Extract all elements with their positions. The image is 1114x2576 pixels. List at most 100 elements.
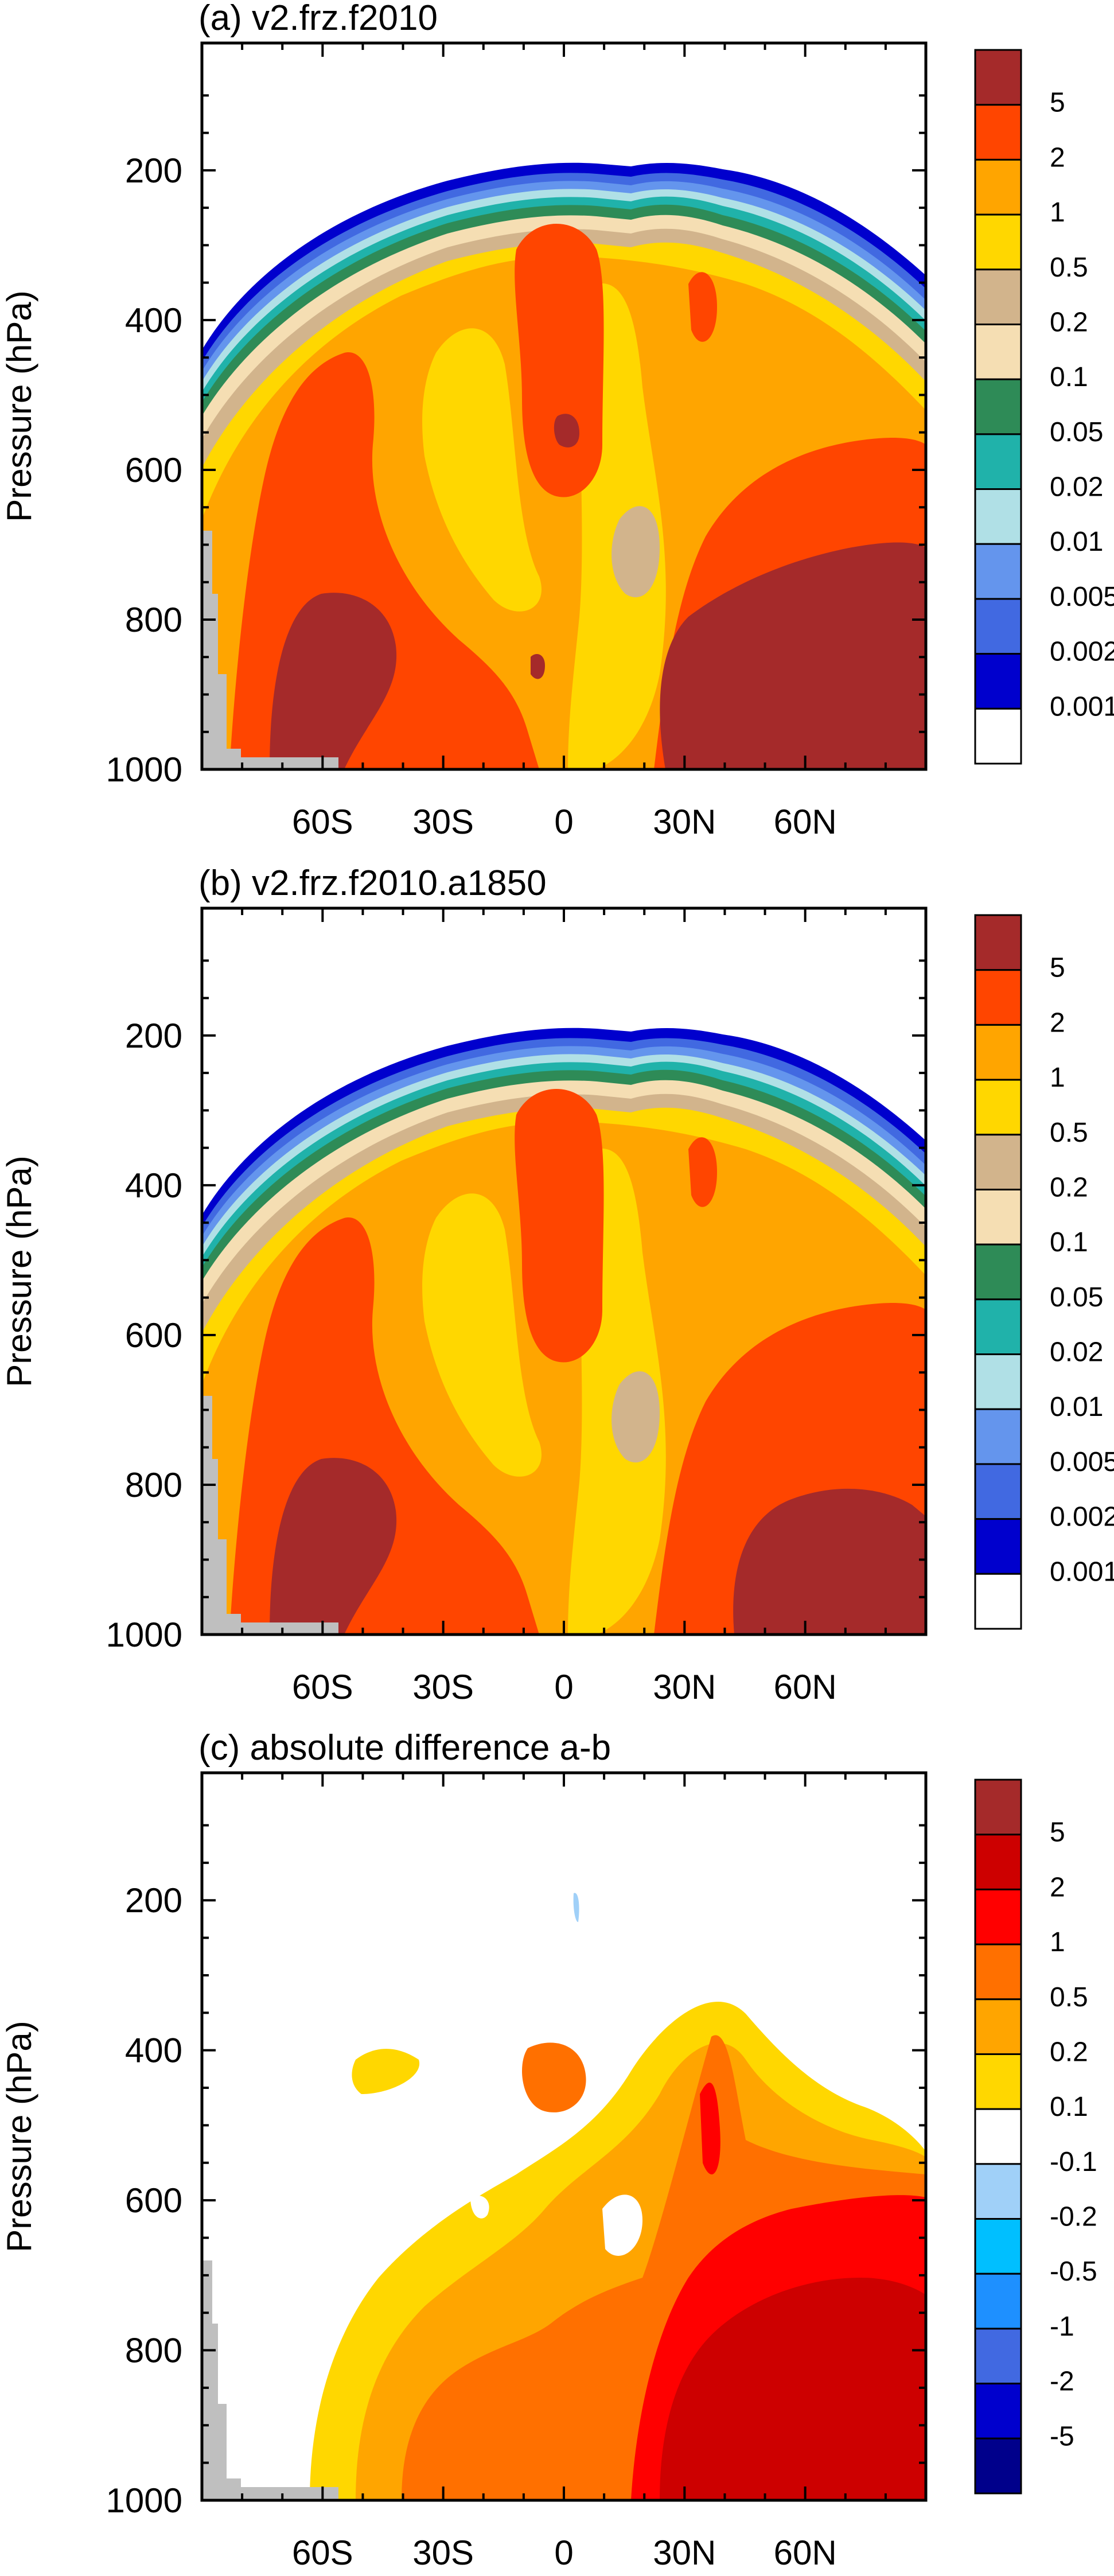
colorbar-label: 0.001 (1050, 1557, 1114, 1587)
colorbar-label: 0.5 (1050, 1118, 1088, 1148)
y-tick-label: 600 (125, 451, 182, 489)
colorbar-label: 0.02 (1050, 1337, 1103, 1368)
colorbar-label: -0.2 (1050, 2202, 1097, 2232)
colorbar-label: 5 (1050, 953, 1065, 983)
x-tick-label: 60N (774, 1668, 837, 1706)
panel-title: (b) v2.frz.f2010.a1850 (198, 863, 547, 903)
colorbar-label: 5 (1050, 88, 1065, 118)
colorbar-swatch (974, 653, 1022, 710)
panel-title: (a) v2.frz.f2010 (198, 0, 438, 38)
colorbar-swatch (974, 2053, 1022, 2110)
y-tick-label: 200 (125, 1017, 182, 1055)
colorbar-label: 0.05 (1050, 1282, 1103, 1313)
colorbar-swatch (974, 1079, 1022, 1136)
colorbar-label: 0.5 (1050, 252, 1088, 283)
x-tick-label: 30N (653, 2534, 716, 2572)
y-tick-label: 600 (125, 1316, 182, 1355)
colorbar-label: 0.5 (1050, 1982, 1088, 2013)
colorbar-label: -5 (1050, 2421, 1074, 2452)
colorbar-label: 1 (1050, 1063, 1065, 1093)
colorbar-swatch (974, 1243, 1022, 1301)
y-tick-label: 400 (125, 2032, 182, 2070)
y-tick-label: 800 (125, 1466, 182, 1504)
y-tick-label: 400 (125, 1166, 182, 1205)
colorbar-label: 0.1 (1050, 1227, 1088, 1258)
colorbar-swatch (974, 433, 1022, 491)
colorbar-label: 1 (1050, 1927, 1065, 1958)
y-tick-label: 200 (125, 151, 182, 190)
colorbar-label: -2 (1050, 2367, 1074, 2397)
colorbar-swatch (974, 1298, 1022, 1356)
x-tick-label: 0 (554, 803, 573, 841)
colorbar-label: 0.01 (1050, 527, 1103, 557)
colorbar: 5 2 1 0.5 0.2 0.1 0.05 0.02 0.01 0.005 0.002 0.001 (974, 49, 1114, 765)
colorbar-label: 5 (1050, 1818, 1065, 1848)
colorbar-label: 0.02 (1050, 472, 1103, 503)
colorbar-label: 0.05 (1050, 417, 1103, 448)
y-tick-label: 1000 (106, 1616, 182, 1654)
colorbar-swatch (974, 707, 1022, 765)
x-tick-label: 30S (412, 2534, 474, 2572)
y-tick-label: 200 (125, 1881, 182, 1920)
colorbar: 5 2 1 0.5 0.2 0.1 -0.1 -0.2 -0.5 -1 -2 -5 (974, 1779, 1097, 2495)
panel-title: (c) absolute difference a-b (198, 1728, 611, 1768)
colorbar-label: -0.1 (1050, 2147, 1097, 2177)
y-axis-label: Pressure (hPa) (0, 1155, 38, 1387)
colorbar-swatch (974, 2108, 1022, 2165)
colorbar-label: 0.002 (1050, 1502, 1114, 1532)
y-tick-label: 1000 (106, 2481, 182, 2520)
y-axis-label: Pressure (hPa) (0, 2021, 38, 2252)
x-tick-label: 60N (774, 803, 837, 841)
colorbar-swatch (974, 969, 1022, 1026)
colorbar-swatch (974, 1834, 1022, 1890)
colorbar-swatch (974, 1408, 1022, 1465)
colorbar-swatch (974, 2163, 1022, 2220)
colorbar-label: 0.001 (1050, 691, 1114, 722)
colorbar-swatch (974, 914, 1022, 971)
colorbar-swatch (974, 378, 1022, 435)
colorbar-label: 1 (1050, 197, 1065, 228)
colorbar-label: 2 (1050, 1872, 1065, 1902)
colorbar-swatch (974, 1463, 1022, 1520)
y-tick-label: 800 (125, 2332, 182, 2370)
colorbar-swatch (974, 598, 1022, 655)
colorbar-swatch (974, 2218, 1022, 2275)
colorbar-label: 0.2 (1050, 2037, 1088, 2067)
panel-c: (c) absolute difference a-b 200 400 600 800 1… (0, 1728, 1097, 2572)
colorbar-swatch (974, 1779, 1022, 1836)
colorbar-swatch (974, 1188, 1022, 1246)
colorbar-swatch (974, 49, 1022, 106)
colorbar-label: 0.1 (1050, 2092, 1088, 2122)
colorbar-label: 0.1 (1050, 362, 1088, 392)
colorbar-label: 0.005 (1050, 582, 1114, 612)
colorbar-swatch (974, 543, 1022, 600)
colorbar-swatch (974, 1134, 1022, 1190)
colorbar-label: -0.5 (1050, 2256, 1097, 2287)
x-tick-label: 60S (292, 1668, 353, 1706)
colorbar-swatch (974, 269, 1022, 325)
contour-field (202, 1028, 926, 1635)
contour-field (202, 1893, 926, 2500)
colorbar-swatch (974, 158, 1022, 216)
x-tick-label: 0 (554, 1668, 573, 1706)
colorbar-swatch (974, 2273, 1022, 2330)
colorbar-swatch (974, 2437, 1022, 2495)
colorbar-label: 0.002 (1050, 637, 1114, 667)
colorbar-swatch (974, 213, 1022, 271)
panel-b: (b) v2.frz.f2010.a1850 200 400 600 800 1000 60… (0, 863, 1114, 1706)
colorbar-swatch (974, 488, 1022, 545)
colorbar-swatch (974, 1998, 1022, 2055)
panel-a: (a) v2.frz.f2010 200 400 600 800 1000 60S 30S 0 3… (0, 0, 1114, 841)
colorbar-swatch (974, 1353, 1022, 1410)
contour-field (202, 162, 926, 769)
colorbar-swatch (974, 1888, 1022, 1945)
y-axis-label: Pressure (hPa) (0, 290, 38, 522)
colorbar-swatch (974, 1518, 1022, 1575)
y-tick-label: 600 (125, 2181, 182, 2220)
x-tick-label: 60N (774, 2534, 837, 2572)
x-tick-label: 30S (412, 803, 474, 841)
colorbar-swatch (974, 2328, 1022, 2385)
colorbar-label: 2 (1050, 142, 1065, 173)
colorbar-swatch (974, 323, 1022, 380)
